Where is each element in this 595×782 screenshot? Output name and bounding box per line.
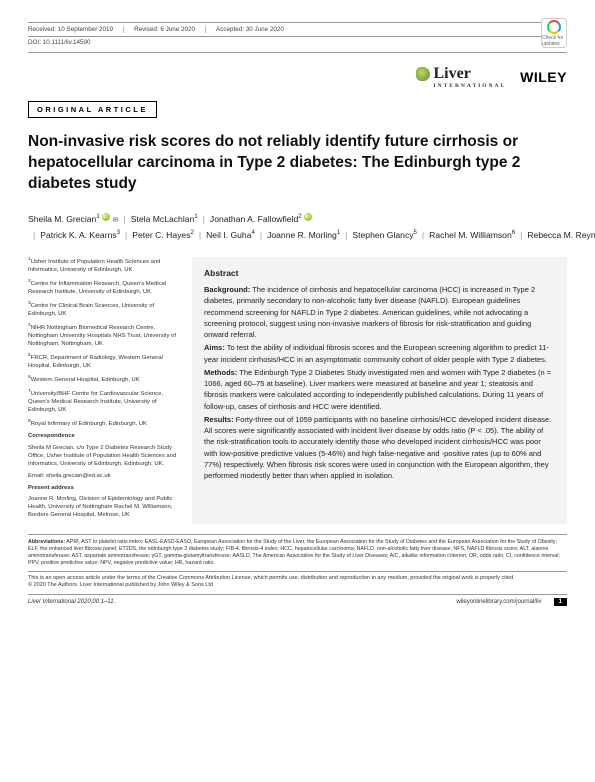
author-list: Sheila M. Grecian1✉|Stela McLachlan1|Jon… — [28, 211, 567, 244]
correspondence-email: Email: sheila.grecian@ed.ac.uk — [28, 473, 178, 481]
footer-url[interactable]: wileyonlinelibrary.com/journal/liv — [456, 599, 541, 605]
license-block: This is an open access article under the… — [28, 571, 567, 590]
aims-text: To test the ability of individual fibros… — [204, 343, 549, 363]
affiliation: 1Usher Institute of Population Health Sc… — [28, 257, 178, 275]
results-text: Forty-three out of 1059 participants wit… — [204, 415, 551, 480]
author: Neil I. Guha4 — [206, 230, 255, 240]
author: Patrick K. A. Kearns3 — [40, 230, 120, 240]
author-separator: | — [199, 230, 201, 240]
affiliation: 5FRCR, Department of Radiology, Western … — [28, 353, 178, 371]
author: Stela McLachlan1 — [131, 214, 198, 224]
orcid-icon[interactable] — [102, 213, 110, 221]
affiliation: 6Western General Hospital, Edinburgh, UK — [28, 375, 178, 385]
abbreviations-text: APRI, AST to platelet ratio index; EASL-… — [28, 539, 560, 566]
article-meta-bar: Received: 10 September 2019 Revised: 6 J… — [28, 22, 567, 37]
author: Rachel M. Williamson6 — [429, 230, 515, 240]
abstract-box: Abstract Background: The incidence of ci… — [192, 257, 567, 524]
crossmark-badge[interactable]: Check for updates — [541, 18, 567, 48]
accepted-date: Accepted: 30 June 2020 — [216, 26, 294, 33]
abstract-heading: Abstract — [204, 267, 555, 280]
received-date: Received: 10 September 2019 — [28, 26, 124, 33]
journal-logo: Liver INTERNATIONAL — [434, 65, 507, 89]
results-label: Results: — [204, 415, 234, 424]
correspondence-label: Correspondence — [28, 433, 178, 441]
affiliation: 2Centre for Inflammation Research, Queen… — [28, 279, 178, 297]
crossmark-icon — [547, 20, 561, 34]
author-separator: | — [124, 214, 126, 224]
journal-name: Liver — [434, 65, 471, 82]
crossmark-label: Check for updates — [542, 35, 566, 47]
publisher-logo: WILEY — [520, 69, 567, 85]
author: Stephen Glancy5 — [352, 230, 417, 240]
author-separator: | — [422, 230, 424, 240]
abbreviations-block: Abbreviations: APRI, AST to platelet rat… — [28, 534, 567, 567]
license-line2: © 2020 The Authors. Liver International … — [28, 582, 567, 589]
footer-citation: Liver International 2020;00:1–11. — [28, 599, 115, 605]
author-separator: | — [260, 230, 262, 240]
journal-subtitle: INTERNATIONAL — [434, 83, 507, 89]
author: Jonathan A. Fallowfield2 — [210, 214, 312, 224]
affiliation: 8Royal Infirmary of Edinburgh, Edinburgh… — [28, 419, 178, 429]
methods-text: The Edinburgh Type 2 Diabetes Study inve… — [204, 368, 551, 411]
article-title: Non-invasive risk scores do not reliably… — [28, 132, 567, 195]
author-separator: | — [203, 214, 205, 224]
page-footer: Liver International 2020;00:1–11. wileyo… — [28, 594, 567, 606]
affiliations-column: 1Usher Institute of Population Health Sc… — [28, 257, 178, 524]
author-separator: | — [345, 230, 347, 240]
author: Sheila M. Grecian1✉ — [28, 214, 119, 224]
affiliation: 4NIHR Nottingham Biomedical Research Cen… — [28, 323, 178, 349]
page-number: 1 — [554, 598, 567, 606]
background-text: The incidence of cirrhosis and hepatocel… — [204, 285, 535, 339]
affiliation: 7University/BHF Centre for Cardiovascula… — [28, 389, 178, 415]
corresponding-icon: ✉ — [113, 214, 119, 227]
aims-label: Aims: — [204, 343, 225, 352]
methods-label: Methods: — [204, 368, 237, 377]
abbreviations-label: Abbreviations: — [28, 539, 65, 545]
author: Rebecca M. Reynolds7 — [527, 230, 595, 240]
affiliation: 3Centre for Clinical Brain Sciences, Uni… — [28, 301, 178, 319]
revised-date: Revised: 6 June 2020 — [134, 26, 206, 33]
present-address-text: Joanne R. Morling, Division of Epidemiol… — [28, 496, 178, 520]
author-separator: | — [33, 230, 35, 240]
article-type-tag: ORIGINAL ARTICLE — [28, 101, 157, 118]
author-separator: | — [520, 230, 522, 240]
author-separator: | — [125, 230, 127, 240]
orcid-icon[interactable] — [304, 213, 312, 221]
doi: DOI: 10.1111/liv.14590 — [28, 37, 567, 53]
correspondence-text: Sheila M Grecian, c/o Type 2 Diabetes Re… — [28, 445, 178, 469]
author: Joanne R. Morling1 — [267, 230, 340, 240]
background-label: Background: — [204, 285, 250, 294]
author: Peter C. Hayes2 — [132, 230, 194, 240]
present-address-label: Present address — [28, 485, 178, 493]
